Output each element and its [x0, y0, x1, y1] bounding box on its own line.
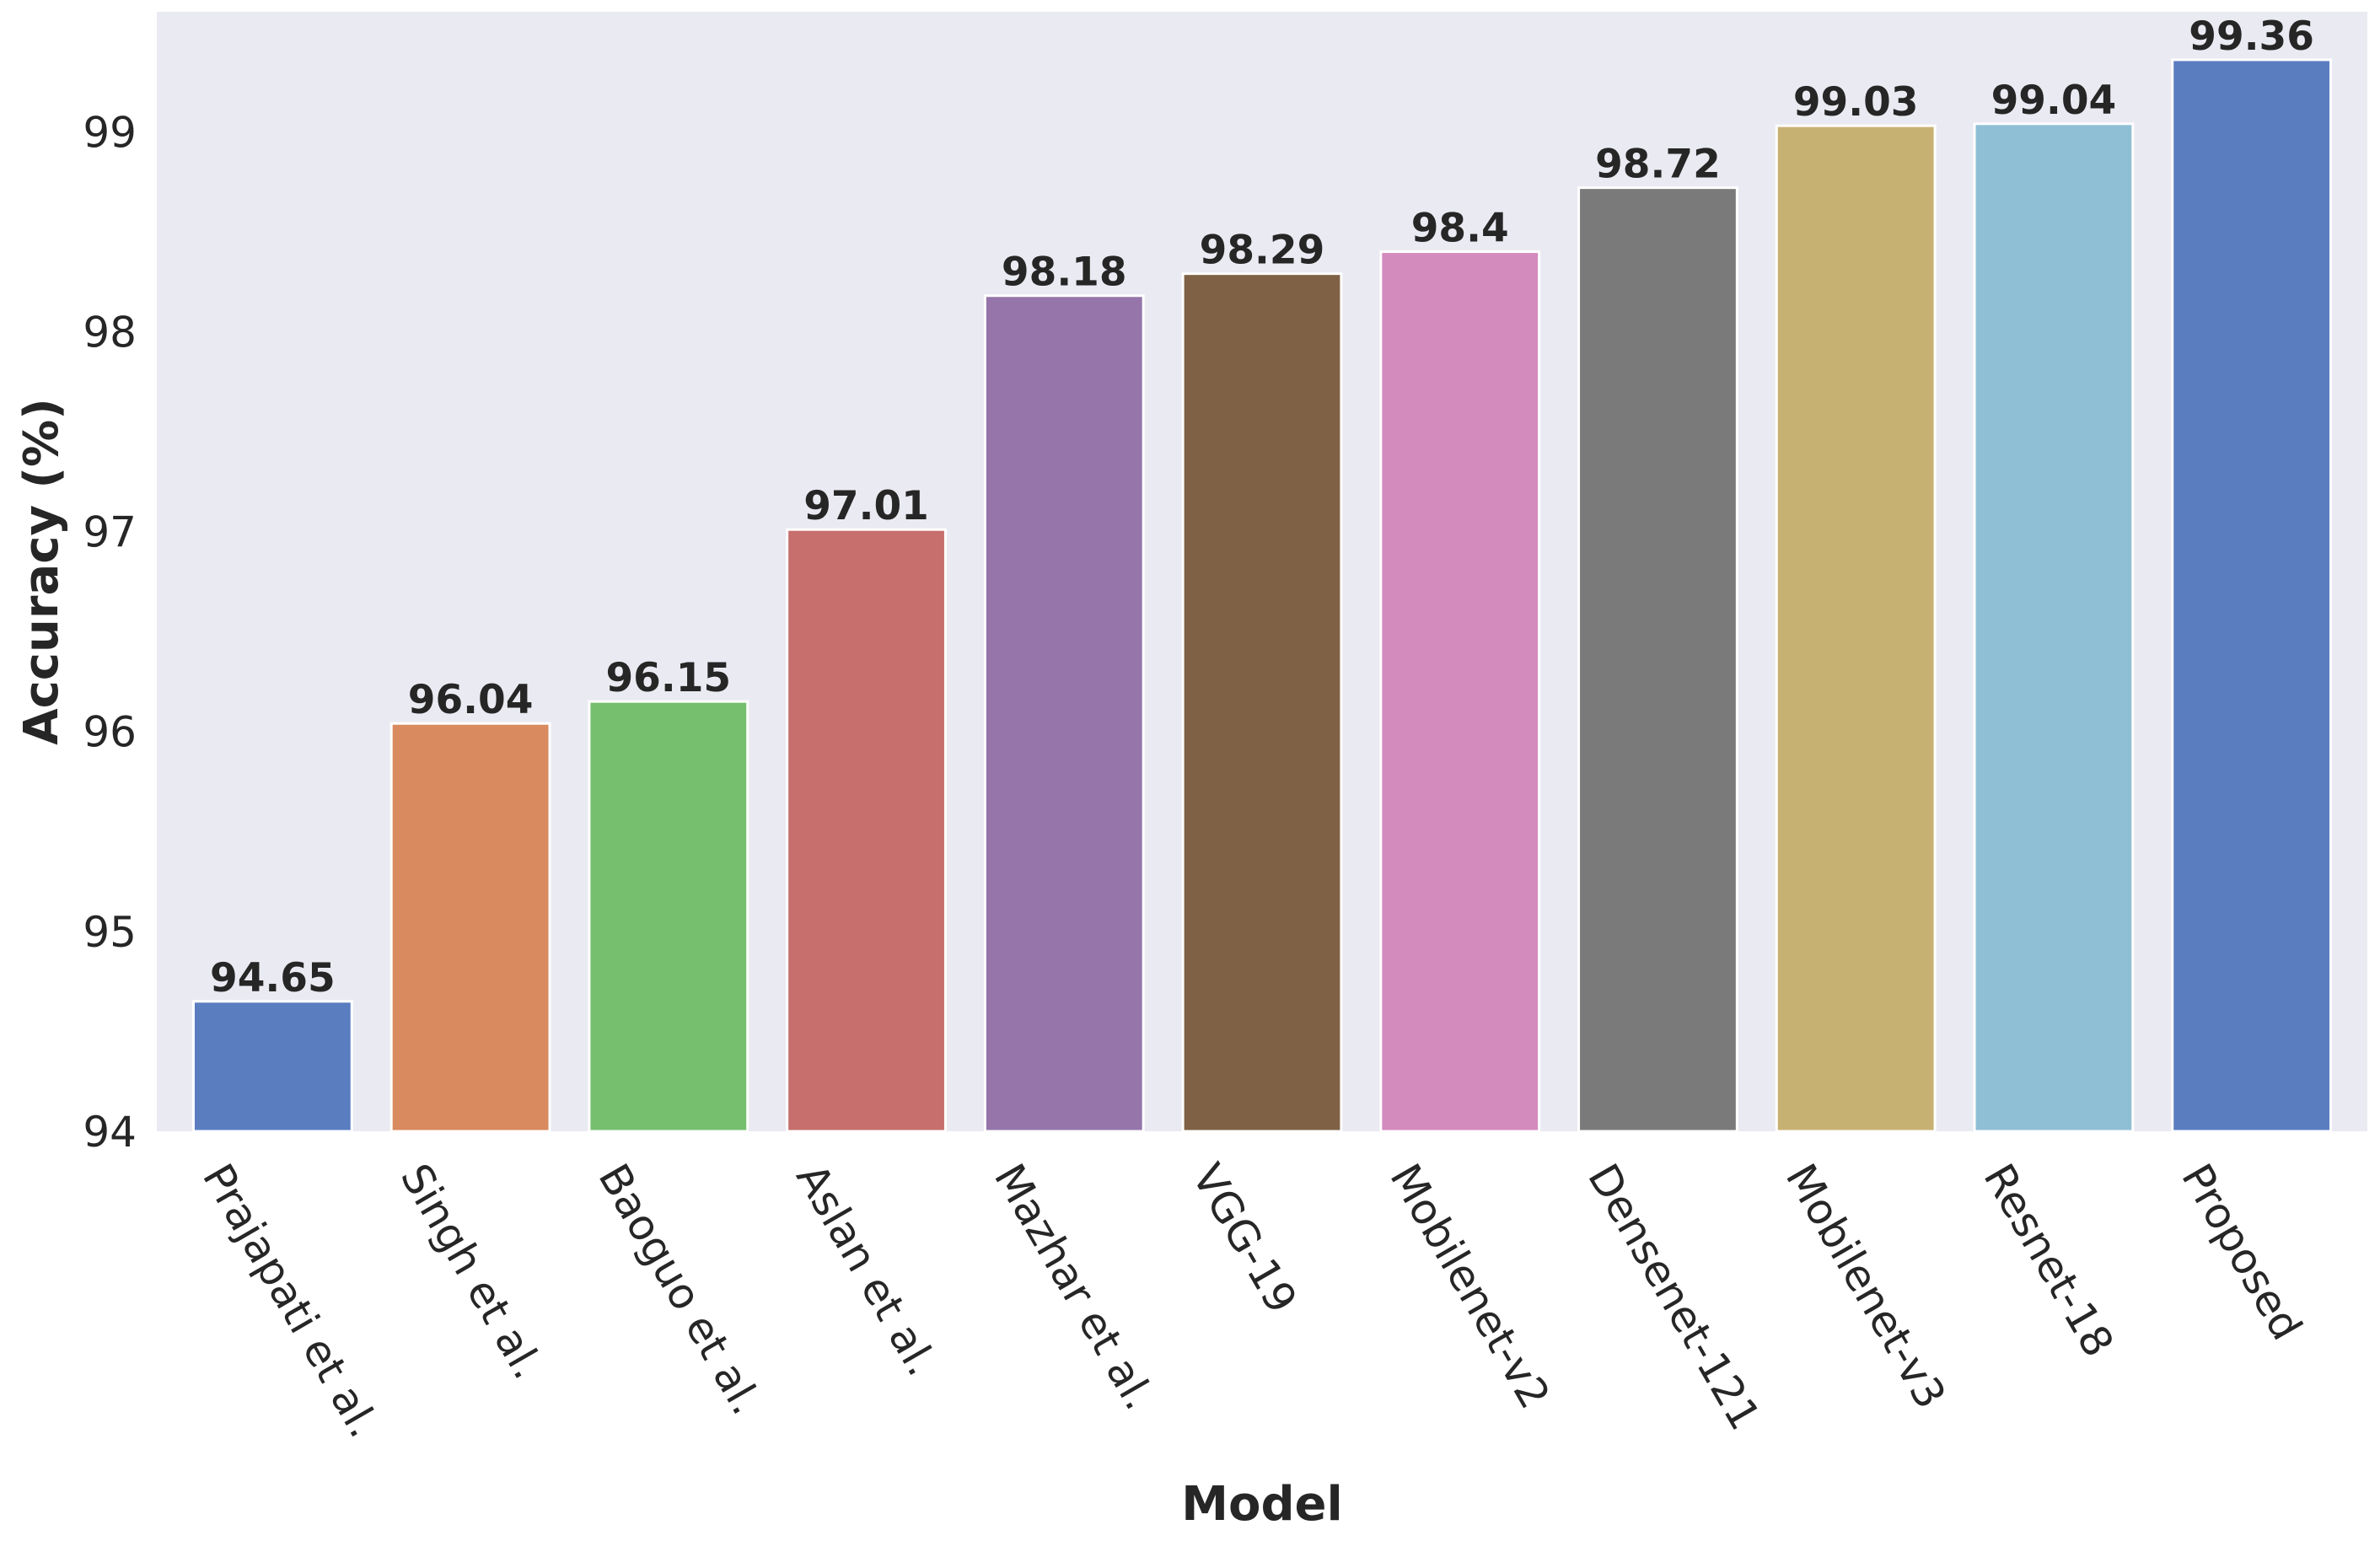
bars-group [191, 58, 2333, 1133]
bar [1775, 124, 1937, 1133]
bar-value-label: 99.04 [1991, 78, 2117, 124]
bar-value-label: 98.4 [1411, 206, 1509, 252]
bar [390, 722, 551, 1133]
bar-value-label: 98.29 [1200, 228, 1325, 274]
y-tick-label: 98 [83, 308, 137, 357]
x-tick-label: Baoguo et al. [588, 1156, 771, 1423]
x-axis-title: Model [1181, 1477, 1342, 1532]
bar [2171, 58, 2333, 1133]
bar [191, 1000, 353, 1133]
y-tick-label: 94 [83, 1108, 137, 1157]
bar-value-label: 99.03 [1793, 79, 1919, 126]
bar-value-label: 98.18 [1002, 250, 1127, 296]
bar-value-label: 97.01 [803, 483, 929, 529]
x-tick-label: Prajapati et al. [193, 1156, 389, 1446]
x-tick-label: Proposed [2172, 1156, 2311, 1348]
x-axis: Prajapati et al. Singh et al. Baoguo et al… [193, 1156, 2312, 1446]
bar [786, 528, 947, 1133]
y-tick-label: 96 [83, 708, 137, 757]
x-tick-label: Singh et al. [391, 1156, 553, 1387]
x-tick-label: Densenet-121 [1578, 1156, 1770, 1438]
bar-value-label: 96.04 [408, 677, 534, 723]
y-axis: 94 95 96 97 98 99 [83, 108, 137, 1157]
bar-value-label: 94.65 [210, 955, 336, 1001]
x-tick-label: VGG-19 [1183, 1156, 1307, 1321]
x-tick-label: Resnet-18 [1974, 1156, 2124, 1365]
y-tick-label: 95 [83, 908, 137, 957]
bar [1181, 272, 1343, 1133]
bar [1577, 186, 1738, 1133]
bar-value-label: 98.72 [1595, 142, 1721, 188]
x-tick-label: Aslan et al. [787, 1156, 947, 1384]
y-tick-label: 97 [83, 508, 137, 557]
x-tick-label: Mobilenet-v2 [1380, 1156, 1559, 1417]
x-tick-label: Mazhar et al. [985, 1156, 1164, 1418]
bar [588, 700, 749, 1133]
x-tick-label: Mobilenet-v3 [1776, 1156, 1955, 1417]
y-tick-label: 99 [83, 108, 137, 157]
bar [1973, 122, 2135, 1133]
bar-value-label: 96.15 [605, 655, 731, 701]
y-axis-title: Accuracy (%) [14, 398, 69, 745]
bar [983, 294, 1145, 1133]
bar [1379, 250, 1541, 1133]
bar-value-label: 99.36 [2189, 13, 2314, 60]
bar-value-labels: 94.65 96.04 96.15 97.01 98.18 98.29 98.4 98.72 9… [210, 13, 2314, 1001]
